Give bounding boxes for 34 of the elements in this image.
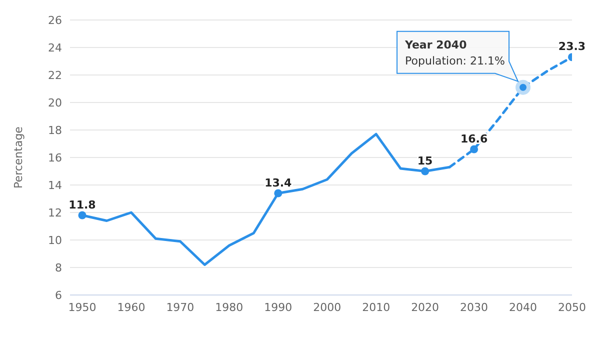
x-tick-label: 1960	[117, 300, 146, 314]
x-tick-label: 1980	[215, 300, 244, 314]
y-tick-label: 8	[55, 261, 62, 274]
data-label: 11.8	[68, 198, 96, 212]
point	[78, 211, 86, 220]
data-label: 15	[417, 154, 433, 168]
y-axis-title: Percentage	[12, 126, 25, 188]
x-tick-label: 2030	[460, 300, 488, 314]
y-tick-label: 12	[48, 206, 62, 220]
y-tick-label: 26	[48, 14, 62, 27]
y-tick-label: 10	[48, 234, 62, 247]
annotation: Year 2040 Population: 21.1%	[404, 38, 505, 68]
x-tick-label: 1950	[68, 300, 96, 314]
x-tick-label: 2010	[362, 300, 390, 314]
y-tick-label: 22	[48, 68, 62, 82]
y-tick-label: 24	[48, 41, 62, 54]
x-tick-label: 2040	[509, 300, 538, 314]
y-tick-label: 6	[55, 288, 62, 302]
data-label: 16.6	[460, 132, 488, 146]
point	[274, 189, 282, 198]
x-tick-label: 1970	[166, 300, 194, 314]
y-tick-label: 16	[48, 151, 62, 164]
y-tick-label: 18	[48, 124, 62, 137]
x-tick-label: 2020	[411, 300, 440, 314]
x-tick-label: 2000	[313, 300, 342, 314]
data-label: 23.3	[558, 40, 586, 54]
x-tick-label: 2050	[558, 300, 586, 314]
point	[421, 167, 430, 176]
point	[470, 145, 478, 154]
data-label: 13.4	[264, 176, 292, 190]
y-tick-label: 14	[48, 178, 62, 192]
callout-box: Year 2040 Population: 21.1%	[396, 30, 519, 82]
x-tick-label: 1990	[264, 300, 292, 314]
y-tick-label: 20	[48, 96, 62, 110]
